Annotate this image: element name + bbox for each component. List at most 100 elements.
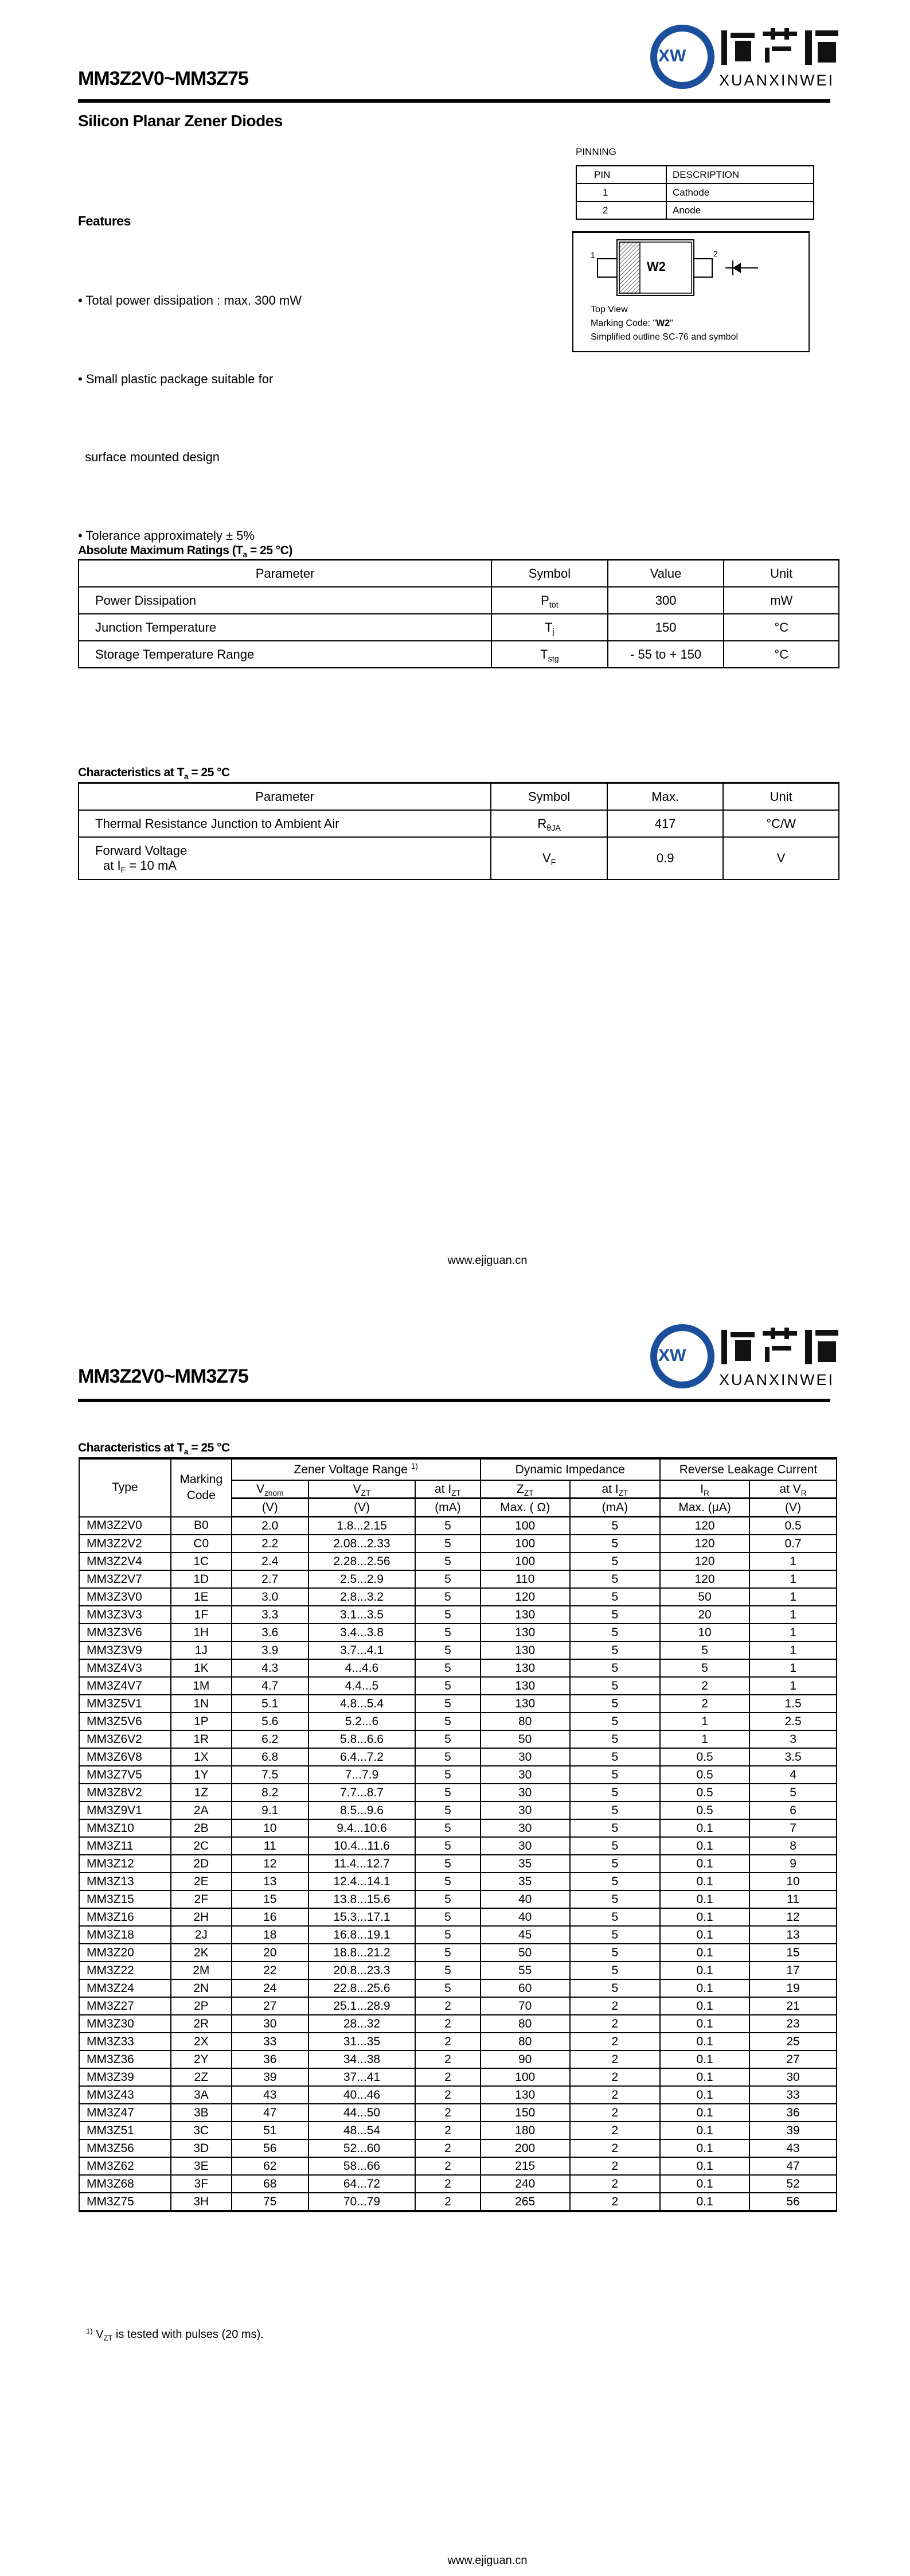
vr-cell: 1 [749, 1623, 837, 1642]
footer-url[interactable]: www.ejiguan.cn [447, 1254, 528, 1267]
vr-cell: 33 [749, 2085, 837, 2104]
symbol-cell: Tj [491, 613, 608, 641]
pin-description: Cathode [666, 183, 814, 202]
table-row: MM3Z27 2P 27 25.1...28.9 2 70 2 0.1 21 [79, 1997, 837, 2015]
vr-cell: 11 [749, 1890, 837, 1909]
vzt-range-cell: 44...50 [307, 2103, 416, 2122]
type-cell: MM3Z43 [79, 2085, 171, 2104]
vr-cell: 1 [749, 1552, 837, 1571]
marking-code-cell: 2B [170, 1819, 232, 1838]
izt-dyn-cell: 2 [569, 2174, 661, 2193]
column-header: Unit [723, 559, 839, 587]
type-cell: MM3Z5V6 [79, 1712, 171, 1731]
vzt-range-cell: 5.2...6 [307, 1712, 416, 1731]
izt-dyn-cell: 5 [569, 1872, 661, 1891]
izt-cell: 5 [415, 1801, 481, 1820]
symbol-subscript: ZT [524, 1488, 534, 1497]
zzt-max-cell: 30 [479, 1765, 571, 1784]
vr-cell: 23 [749, 2014, 837, 2033]
table-row: MM3Z12 2D 12 11.4...12.7 5 35 5 0.1 9 [79, 1854, 837, 1873]
package-outline-drawing [597, 239, 758, 296]
marking-code-cell: 1C [170, 1552, 232, 1571]
vzt-range-cell: 25.1...28.9 [307, 1997, 416, 2015]
ir-max-cell: 0.5 [659, 1748, 751, 1766]
izt-dyn-cell: 5 [569, 1943, 661, 1962]
condition-subscript: F [120, 866, 126, 875]
pin-header: PIN [576, 165, 667, 184]
table-row: MM3Z56 3D 56 52...60 2 200 2 0.1 43 [79, 2139, 837, 2158]
marking-code-cell: 2H [170, 1908, 232, 1927]
type-cell: MM3Z3V0 [79, 1587, 171, 1606]
izt-cell: 5 [415, 1836, 481, 1855]
zzt-max-cell: 130 [479, 1676, 571, 1695]
vzt-range-cell: 7.7...8.7 [307, 1783, 416, 1802]
izt-dyn-cell: 5 [569, 1890, 661, 1909]
izt-dyn-cell: 5 [569, 1605, 661, 1624]
title-fragment: Characteristics at T [78, 1441, 184, 1454]
zzt-max-cell: 130 [479, 1641, 571, 1660]
abs-max-title: Absolute Maximum Ratings (Ta = 25 °C) [78, 544, 292, 558]
zzt-max-cell: 30 [479, 1819, 571, 1838]
symbol-subscript: ZT [361, 1488, 371, 1497]
vr-cell: 21 [749, 1997, 837, 2015]
vz-nom-cell: 16 [231, 1908, 309, 1927]
vr-cell: 1 [749, 1570, 837, 1589]
izt-cell: 5 [415, 1979, 481, 1998]
features-heading: Features [78, 213, 131, 228]
type-cell: MM3Z3V6 [79, 1623, 171, 1642]
izt-cell: 5 [415, 1694, 481, 1713]
izt-dyn-cell: 5 [569, 1552, 661, 1571]
vz-nom-cell: 6.2 [231, 1730, 309, 1749]
zzt-max-cell: 100 [479, 1552, 571, 1571]
marking-code-cell: 2K [170, 1943, 232, 1962]
vz-nom-cell: 13 [231, 1872, 309, 1891]
vr-cell: 1.5 [749, 1694, 837, 1713]
vz-nom-cell: 6.8 [231, 1748, 309, 1766]
type-cell: MM3Z4V7 [79, 1676, 171, 1695]
marking-code-cell: 2J [170, 1925, 232, 1944]
marking-code-cell: 3D [170, 2139, 232, 2158]
marking-code-cell: 1N [170, 1694, 232, 1713]
zzt-max-cell: 130 [479, 2085, 571, 2104]
zzt-max-cell: 60 [479, 1979, 571, 1998]
ir-max-cell: 2 [659, 1676, 751, 1695]
type-cell: MM3Z3V3 [79, 1605, 171, 1624]
vz-nom-cell: 68 [231, 2174, 309, 2193]
ir-max-cell: 0.1 [659, 1925, 751, 1944]
marking-code: W2 [647, 259, 666, 274]
marking-code-cell: 1Y [170, 1765, 232, 1784]
vzt-range-cell: 13.8...15.6 [307, 1890, 416, 1909]
marking-code-cell: 2X [170, 2032, 232, 2051]
pin-number: 1 [576, 183, 667, 202]
parameter-name: Forward Voltage [95, 843, 188, 858]
caption-top-view: Top View [591, 305, 628, 314]
footer-url[interactable]: www.ejiguan.cn [447, 2554, 528, 2567]
vz-nom-cell: 2.4 [231, 1552, 309, 1571]
table-row: MM3Z68 3F 68 64...72 2 240 2 0.1 52 [79, 2174, 837, 2193]
vz-nom-cell: 5.6 [231, 1712, 309, 1731]
izt-dyn-cell: 2 [569, 2014, 661, 2033]
ir-max-cell: 0.1 [659, 1943, 751, 1962]
table-row: MM3Z8V2 1Z 8.2 7.7...8.7 5 30 5 0.5 5 [79, 1783, 837, 1802]
ir-max-cell: 0.1 [659, 1997, 751, 2015]
column-header: Parameter [77, 782, 492, 811]
type-cell: MM3Z2V2 [79, 1534, 171, 1553]
logo-mark: XW [658, 46, 686, 65]
vz-nom-cell: 3.0 [231, 1587, 309, 1606]
absolute-maximum-ratings-table: Parameter Symbol Value Unit Power Dissipatio… [77, 559, 839, 668]
vr-cell: 3 [749, 1730, 837, 1749]
parameter-cell: Thermal Resistance Junction to Ambient A… [77, 810, 492, 838]
vz-nom-cell: 56 [231, 2139, 309, 2158]
table-row: MM3Z47 3B 47 44...50 2 150 2 0.1 36 [79, 2103, 837, 2122]
company-logo: XW XUANXINWEI [650, 1324, 845, 1396]
izt-dyn-cell: 5 [569, 1570, 661, 1589]
zzt-max-cell: 100 [479, 2068, 571, 2087]
table-row: Storage Temperature Range Tstg - 55 to + 1… [77, 640, 839, 668]
ir-max-cell: 120 [659, 1534, 751, 1553]
izt-cell: 2 [415, 2068, 481, 2087]
izt-dyn-cell: 2 [569, 2157, 661, 2176]
marking-code-cell: 2D [170, 1854, 232, 1873]
izt-dyn-cell: 2 [569, 2192, 661, 2212]
izt-dyn-cell: 5 [569, 1801, 661, 1820]
ir-max-cell: 0.1 [659, 1961, 751, 1980]
